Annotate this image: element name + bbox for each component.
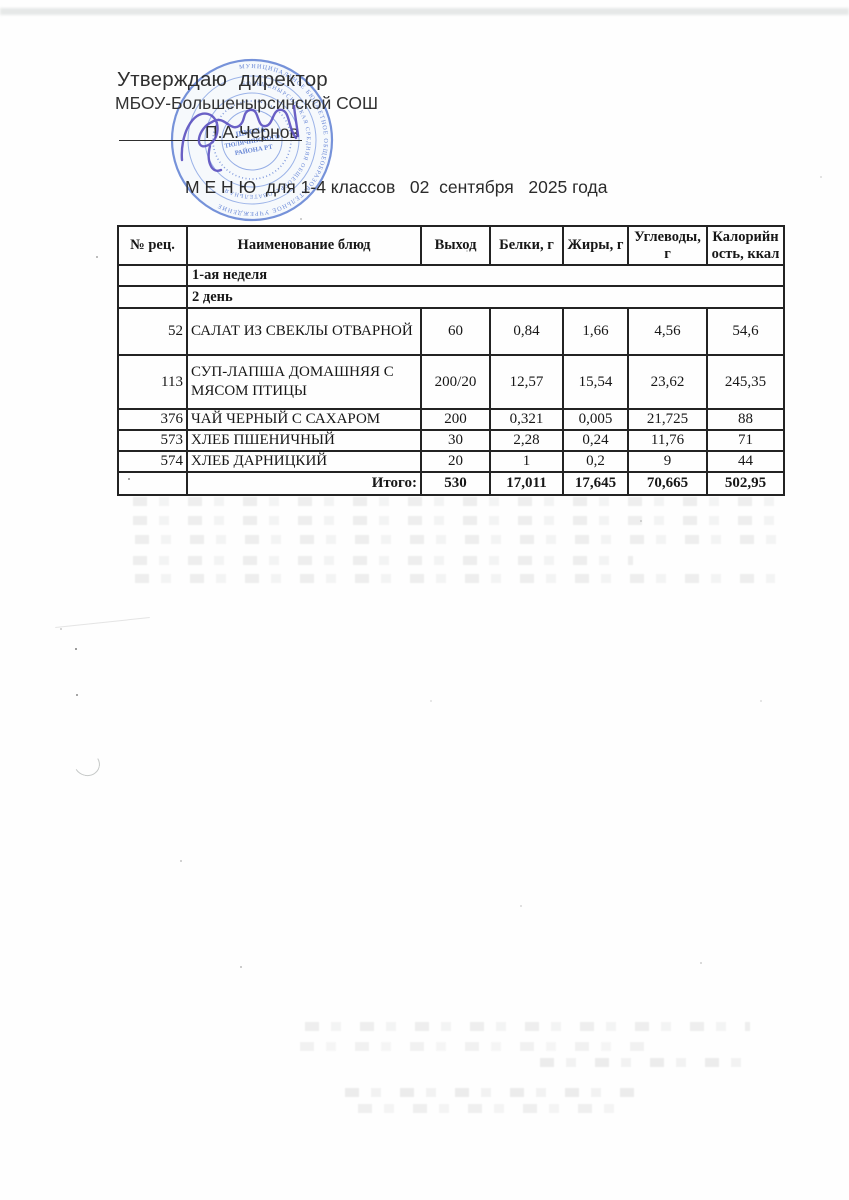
- director-signature: [180, 104, 300, 172]
- menu-row: 113 СУП-ЛАПША ДОМАШНЯЯ С МЯСОМ ПТИЦЫ 200…: [117, 354, 785, 410]
- menu-row: 573 ХЛЕБ ПШЕНИЧНЫЙ 30 2,28 0,24 11,76 71: [117, 429, 785, 452]
- header-protein: Белки, г: [489, 225, 564, 266]
- header-output: Выход: [420, 225, 491, 266]
- day-row-empty-cell: [117, 285, 188, 309]
- day-label: 2 день: [186, 285, 785, 309]
- cell-calories: 71: [706, 429, 785, 452]
- cell-dish-name: САЛАТ ИЗ СВЕКЛЫ ОТВАРНОЙ: [186, 307, 422, 356]
- cell-carbs: 9: [627, 450, 708, 473]
- menu-table-header-row: № рец. Наименование блюд Выход Белки, г …: [117, 225, 785, 266]
- menu-row: 52 САЛАТ ИЗ СВЕКЛЫ ОТВАРНОЙ 60 0,84 1,66…: [117, 307, 785, 356]
- cell-dish-name: ХЛЕБ ПШЕНИЧНЫЙ: [186, 429, 422, 452]
- scan-artifact-speckles: [96, 256, 98, 258]
- scan-artifact-arc: [71, 749, 103, 779]
- cell-recipe-number: 113: [117, 354, 188, 410]
- total-row-empty-cell: [117, 470, 188, 496]
- cell-protein: 1: [489, 450, 564, 473]
- signature-line: [119, 140, 302, 141]
- cell-calories: 44: [706, 450, 785, 473]
- header-carbs: Углеводы, г: [627, 225, 708, 266]
- header-recipe-number: № рец.: [117, 225, 188, 266]
- menu-table: № рец. Наименование блюд Выход Белки, г …: [117, 225, 785, 496]
- week-row: 1-ая неделя: [117, 264, 785, 287]
- cell-fat: 1,66: [562, 307, 629, 356]
- total-label: Итого:: [186, 470, 422, 496]
- menu-row: 376 ЧАЙ ЧЕРНЫЙ С САХАРОМ 200 0,321 0,005…: [117, 408, 785, 431]
- scan-artifact-top-band: [0, 8, 849, 15]
- cell-fat: 0,24: [562, 429, 629, 452]
- school-round-stamp-icon: МУНИЦИПАЛЬНОЕ БЮДЖЕТНОЕ ОБЩЕОБРАЗОВАТЕЛЬ…: [170, 51, 341, 224]
- total-output: 530: [420, 470, 491, 496]
- week-label: 1-ая неделя: [186, 264, 785, 287]
- cell-fat: 0,005: [562, 408, 629, 431]
- header-calories: Калорийность, ккал: [706, 225, 785, 266]
- total-fat: 17,645: [562, 470, 629, 496]
- document-title: М Е Н Ю для 1-4 классов 02 сентября 2025…: [185, 177, 608, 197]
- cell-recipe-number: 574: [117, 450, 188, 473]
- bleed-through-line: [345, 1088, 645, 1097]
- cell-output: 60: [420, 307, 491, 356]
- menu-row: 574 ХЛЕБ ДАРНИЦКИЙ 20 1 0,2 9 44: [117, 450, 785, 473]
- bleed-through-line: [135, 535, 780, 544]
- cell-output: 20: [420, 450, 491, 473]
- cell-protein: 0,321: [489, 408, 564, 431]
- approval-line-1: Утверждаю директор: [117, 68, 328, 91]
- week-row-empty-cell: [117, 264, 188, 287]
- cell-protein: 0,84: [489, 307, 564, 356]
- header-fat: Жиры, г: [562, 225, 629, 266]
- cell-carbs: 23,62: [627, 354, 708, 410]
- cell-output: 30: [420, 429, 491, 452]
- cell-protein: 2,28: [489, 429, 564, 452]
- cell-dish-name: СУП-ЛАПША ДОМАШНЯЯ С МЯСОМ ПТИЦЫ: [186, 354, 422, 410]
- cell-fat: 15,54: [562, 354, 629, 410]
- approval-line-2: МБОУ-Большенырсинской СОШ: [115, 93, 379, 113]
- total-carbs: 70,665: [627, 470, 708, 496]
- scan-artifact-line: [55, 617, 150, 628]
- cell-recipe-number: 52: [117, 307, 188, 356]
- cell-output: 200/20: [420, 354, 491, 410]
- bleed-through-line: [540, 1058, 745, 1067]
- bleed-through-line: [135, 574, 775, 583]
- bleed-through-line: [300, 1042, 650, 1051]
- cell-calories: 245,35: [706, 354, 785, 410]
- cell-fat: 0,2: [562, 450, 629, 473]
- cell-carbs: 4,56: [627, 307, 708, 356]
- total-calories: 502,95: [706, 470, 785, 496]
- day-row: 2 день: [117, 285, 785, 309]
- cell-carbs: 21,725: [627, 408, 708, 431]
- bleed-through-line: [133, 556, 633, 565]
- cell-carbs: 11,76: [627, 429, 708, 452]
- cell-calories: 54,6: [706, 307, 785, 356]
- cell-protein: 12,57: [489, 354, 564, 410]
- total-row: Итого: 530 17,011 17,645 70,665 502,95: [117, 470, 785, 496]
- total-protein: 17,011: [489, 470, 564, 496]
- bleed-through-line: [133, 497, 783, 506]
- cell-recipe-number: 376: [117, 408, 188, 431]
- header-dish-name: Наименование блюд: [186, 225, 422, 266]
- bleed-through-line: [358, 1104, 623, 1113]
- cell-recipe-number: 573: [117, 429, 188, 452]
- cell-output: 200: [420, 408, 491, 431]
- signatory-name: П.А.Чернов: [205, 122, 299, 142]
- cell-calories: 88: [706, 408, 785, 431]
- bleed-through-line: [133, 516, 781, 525]
- bleed-through-line: [305, 1022, 750, 1031]
- cell-dish-name: ЧАЙ ЧЕРНЫЙ С САХАРОМ: [186, 408, 422, 431]
- cell-dish-name: ХЛЕБ ДАРНИЦКИЙ: [186, 450, 422, 473]
